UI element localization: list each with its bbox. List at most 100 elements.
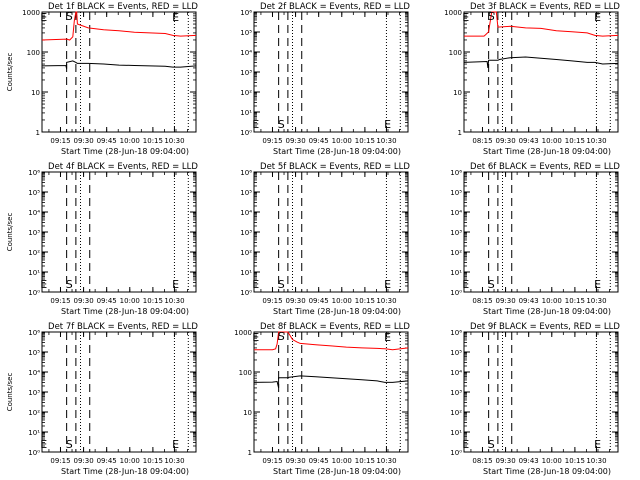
marker-e-right-label: E <box>384 331 391 344</box>
marker-e-label: E <box>462 11 469 24</box>
chart-panel-8: Det 8f BLACK = Events, RED = LLD Start Ti… <box>234 322 410 476</box>
chart-panel-5: Det 5f BLACK = Events, RED = LLD Start Ti… <box>240 162 410 316</box>
plot-frame <box>463 331 619 453</box>
plot-frame <box>41 171 197 293</box>
x-tick-label: 09:30 <box>285 137 305 145</box>
y-tick-label: 10² <box>240 89 252 97</box>
y-tick-label: 100 <box>239 369 252 377</box>
x-tick-label: 10:00 <box>120 137 140 145</box>
x-tick-label: 09:45 <box>97 457 117 465</box>
marker-s-label: S <box>488 438 495 451</box>
x-tick-label: 10:30 <box>586 297 606 305</box>
chart-title: Det 4f BLACK = Events, RED = LLD <box>48 162 198 172</box>
y-tick-label: 10⁶ <box>240 9 252 17</box>
y-tick-label: 10⁶ <box>450 329 462 337</box>
y-tick-label: 10³ <box>240 229 252 237</box>
marker-e-label: E <box>252 331 259 344</box>
x-axis-label: Start Time (28-Jun-18 09:04:00) <box>273 147 401 156</box>
y-tick-label: 10¹ <box>240 269 252 277</box>
x-tick-label: 09:15 <box>262 137 282 145</box>
x-tick-label: 09:45 <box>97 297 117 305</box>
series-line-events <box>253 375 409 389</box>
y-tick-label: 10¹ <box>28 269 40 277</box>
chart-title: Det 5f BLACK = Events, RED = LLD <box>260 162 410 172</box>
chart-panel-3: Det 3f BLACK = Events, RED = LLD Start Ti… <box>444 2 620 156</box>
x-tick-label: 10:15 <box>565 297 585 305</box>
marker-e-label: E <box>252 118 259 131</box>
x-tick-label: 09:43 <box>519 137 539 145</box>
x-tick-label: 10:15 <box>565 457 585 465</box>
x-axis-label: Start Time (28-Jun-18 09:04:00) <box>273 467 401 476</box>
marker-s-label: S <box>488 10 495 23</box>
y-tick-label: 10⁰ <box>240 289 252 297</box>
y-axis-label: Counts/sec <box>6 373 14 412</box>
x-tick-label: 10:30 <box>586 137 606 145</box>
y-tick-label: 1000 <box>444 9 462 17</box>
marker-s-label: S <box>66 10 73 23</box>
plot-frame <box>253 171 409 293</box>
x-tick-label: 09:15 <box>262 457 282 465</box>
x-tick-label: 10:15 <box>143 457 163 465</box>
y-tick-label: 10³ <box>450 229 462 237</box>
x-tick-label: 09:45 <box>309 297 329 305</box>
x-tick-label: 09:45 <box>309 457 329 465</box>
y-tick-label: 10⁴ <box>450 209 462 217</box>
x-tick-label: 10:00 <box>542 457 562 465</box>
y-tick-label: 10¹ <box>28 429 40 437</box>
y-tick-label: 10⁰ <box>450 289 462 297</box>
marker-s-label: S <box>278 278 285 291</box>
x-tick-label: 08:15 <box>472 297 492 305</box>
y-axis-label: Counts/sec <box>6 53 14 92</box>
x-axis-label: Start Time (28-Jun-18 09:04:00) <box>61 147 189 156</box>
x-axis-label: Start Time (28-Jun-18 09:04:00) <box>483 147 611 156</box>
marker-e-label: E <box>462 438 469 451</box>
x-tick-label: 10:30 <box>164 457 184 465</box>
series-line-lld <box>464 11 619 37</box>
plot-frame <box>463 171 619 293</box>
x-tick-label: 09:30 <box>73 137 93 145</box>
y-tick-label: 10³ <box>28 389 40 397</box>
x-tick-label: 09:15 <box>50 297 70 305</box>
y-tick-label: 10⁴ <box>28 369 40 377</box>
y-tick-label: 10⁴ <box>240 49 252 57</box>
y-tick-label: 10⁰ <box>28 289 40 297</box>
y-tick-label: 10⁵ <box>240 29 252 37</box>
plot-frame <box>41 11 197 133</box>
chart-title: Det 7f BLACK = Events, RED = LLD <box>48 322 198 332</box>
y-tick-label: 10¹ <box>450 429 462 437</box>
marker-e-label: E <box>40 11 47 24</box>
x-tick-label: 10:30 <box>376 457 396 465</box>
x-tick-label: 09:30 <box>495 137 515 145</box>
chart-title: Det 3f BLACK = Events, RED = LLD <box>470 2 620 12</box>
x-tick-label: 09:30 <box>285 297 305 305</box>
x-tick-label: 09:15 <box>50 137 70 145</box>
x-tick-label: 10:15 <box>355 137 375 145</box>
y-tick-label: 10⁴ <box>28 209 40 217</box>
y-tick-label: 10⁶ <box>450 169 462 177</box>
chart-title: Det 1f BLACK = Events, RED = LLD <box>48 2 198 12</box>
y-tick-label: 10 <box>453 89 462 97</box>
y-tick-label: 10 <box>243 409 252 417</box>
x-tick-label: 09:43 <box>519 457 539 465</box>
x-tick-label: 09:15 <box>262 297 282 305</box>
chart-title: Det 6f BLACK = Events, RED = LLD <box>470 162 620 172</box>
y-tick-label: 10² <box>450 249 462 257</box>
y-tick-label: 10⁵ <box>28 189 40 197</box>
plot-frame <box>253 331 409 453</box>
y-tick-label: 100 <box>449 49 462 57</box>
x-axis-label: Start Time (28-Jun-18 09:04:00) <box>483 467 611 476</box>
x-tick-label: 10:00 <box>332 457 352 465</box>
y-tick-label: 10⁴ <box>240 209 252 217</box>
y-tick-label: 1 <box>36 129 40 137</box>
x-axis-label: Start Time (28-Jun-18 09:04:00) <box>61 467 189 476</box>
y-tick-label: 10² <box>240 249 252 257</box>
y-tick-label: 10² <box>28 409 40 417</box>
x-tick-label: 09:45 <box>309 137 329 145</box>
x-tick-label: 09:43 <box>519 297 539 305</box>
x-tick-label: 08:15 <box>472 457 492 465</box>
y-tick-label: 1000 <box>234 329 252 337</box>
chart-panel-1: Det 1f BLACK = Events, RED = LLD Counts/s… <box>6 2 198 156</box>
x-tick-label: 10:00 <box>120 297 140 305</box>
y-tick-label: 10⁰ <box>240 129 252 137</box>
